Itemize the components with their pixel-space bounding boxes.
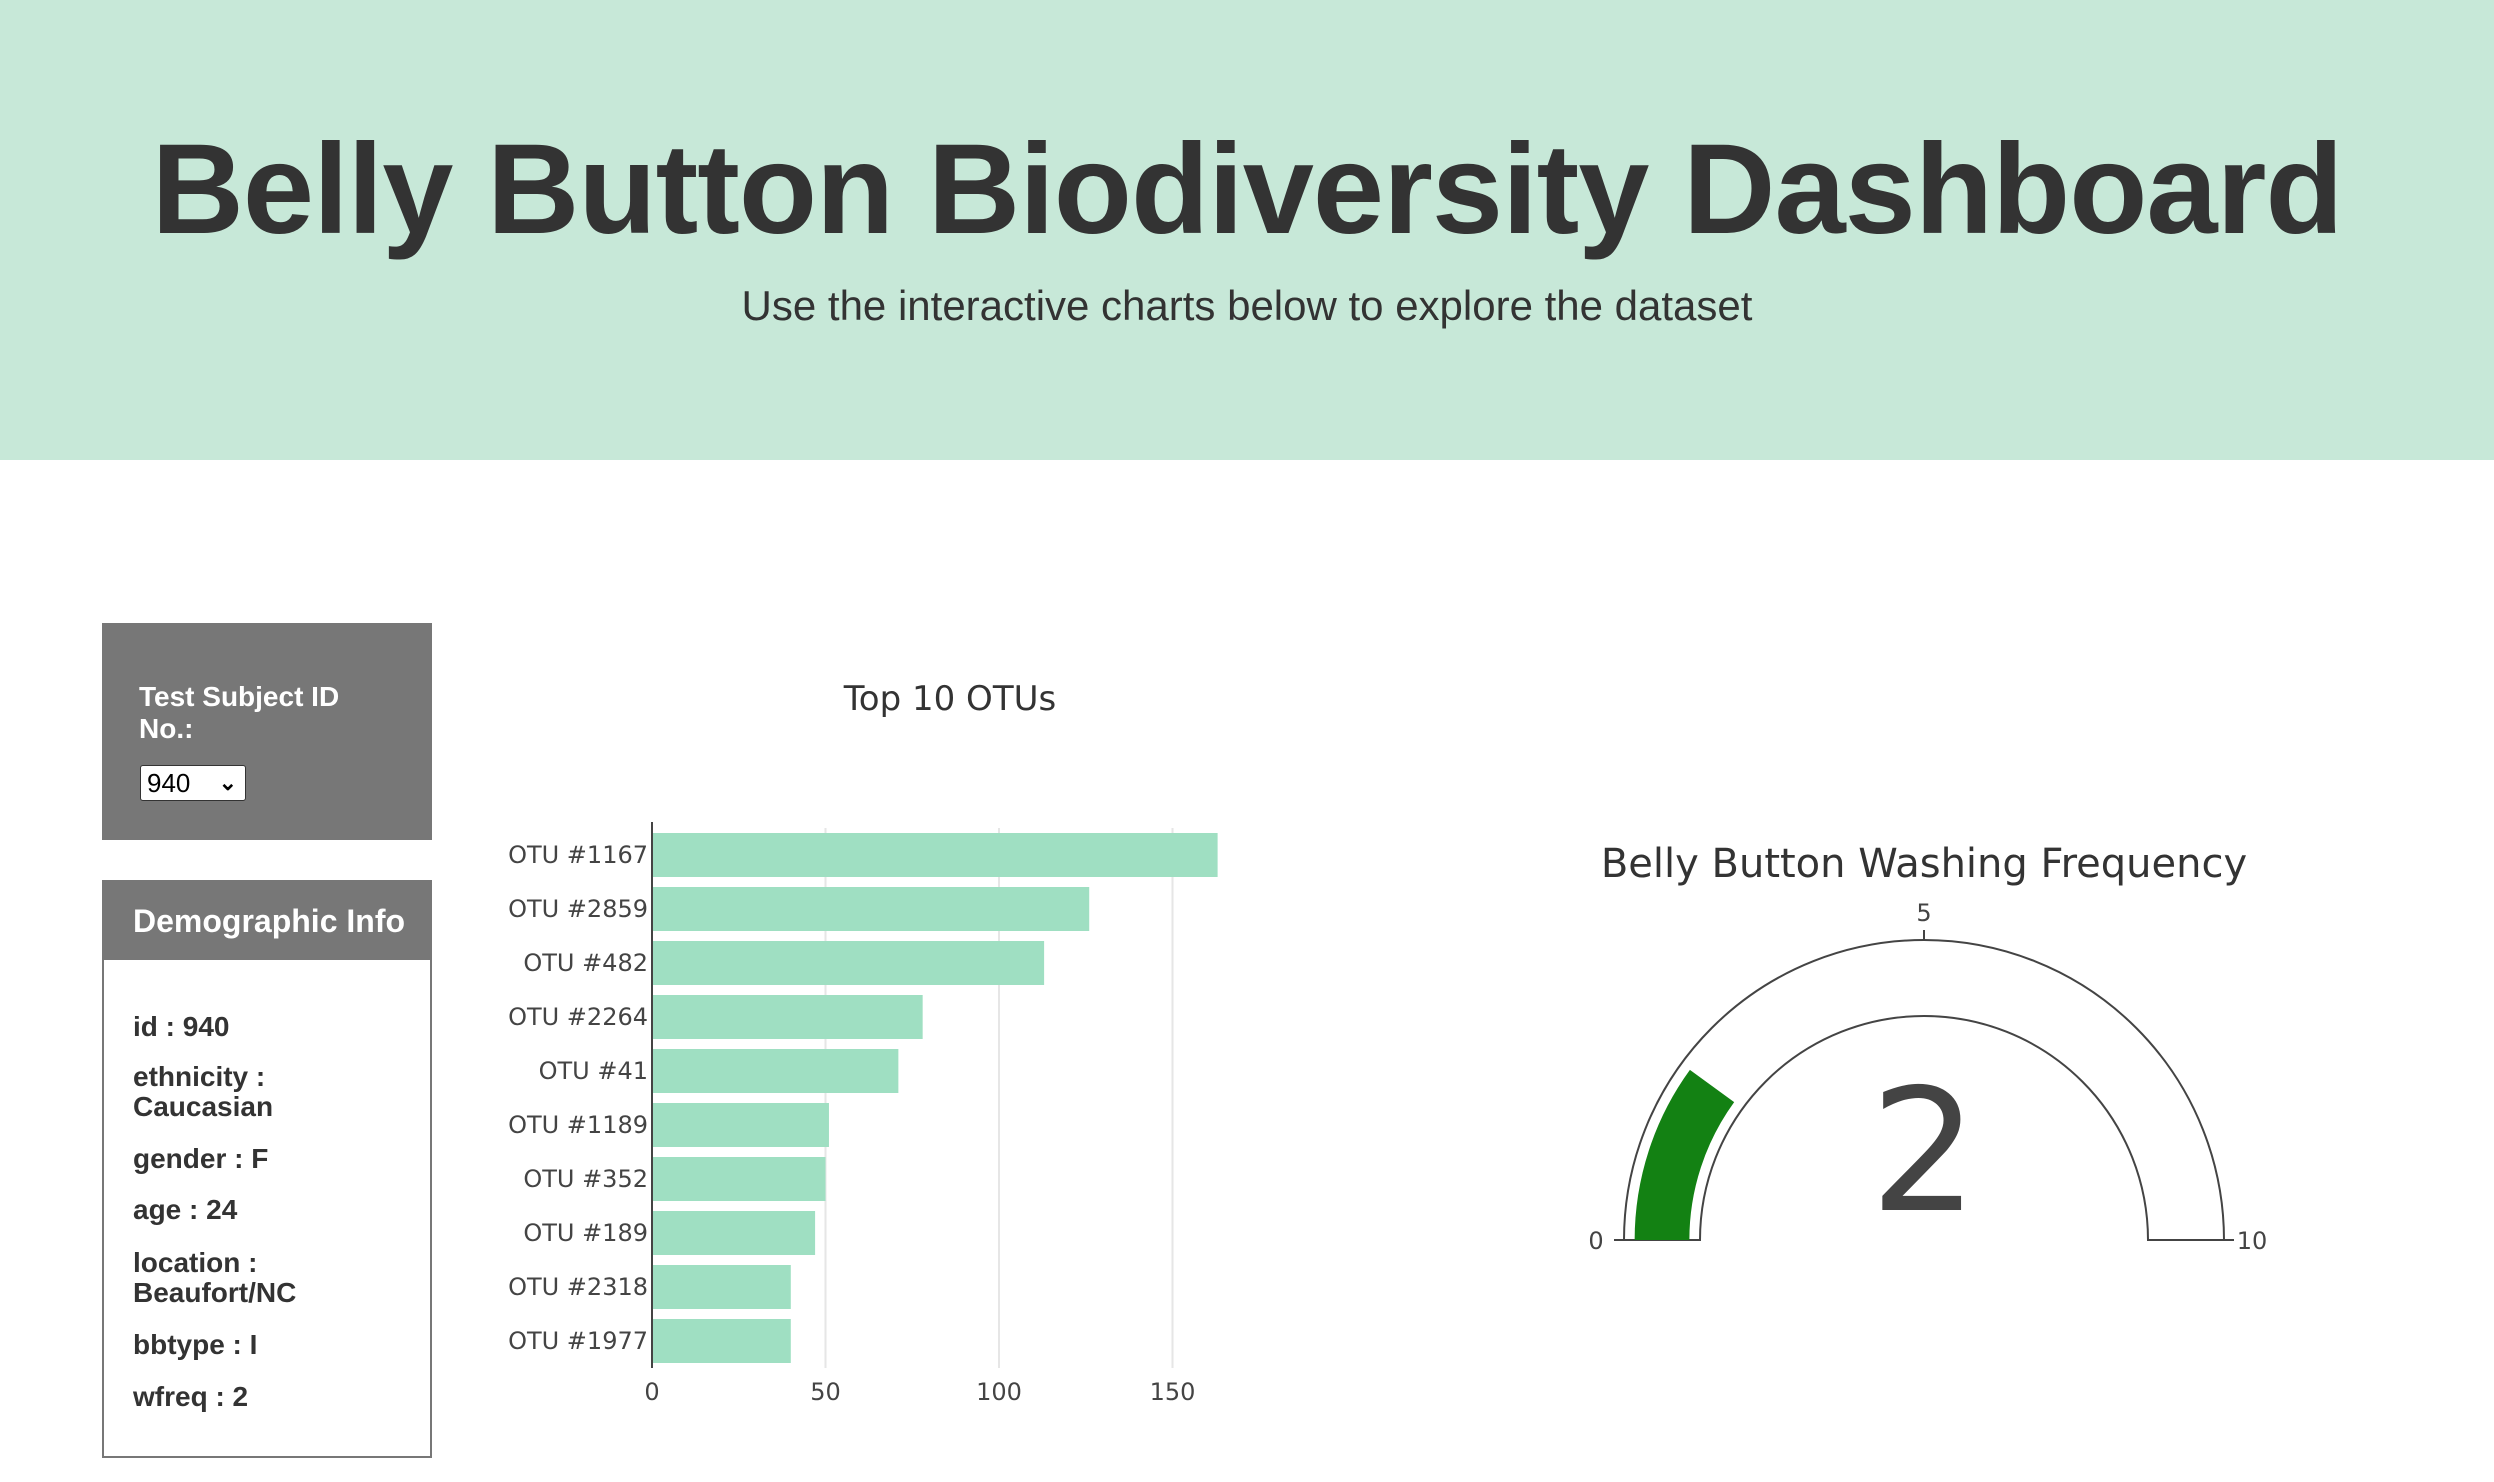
demo-wfreq: wfreq : 2 — [133, 1382, 403, 1412]
page-subtitle: Use the interactive charts below to expl… — [0, 278, 2494, 334]
bar-chart-bar[interactable] — [652, 941, 1044, 985]
gauge-title: Belly Button Washing Frequency — [1601, 841, 2247, 887]
gauge-tick-label: 5 — [1916, 899, 1931, 927]
bar-chart-bar[interactable] — [652, 995, 923, 1039]
demo-ethnicity: ethnicity : Caucasian — [133, 1062, 403, 1122]
bar-chart-y-tick-label: OTU #2264 — [508, 1003, 648, 1031]
washing-frequency-gauge: Belly Button Washing Frequency 0 5 10 2 — [1540, 820, 2340, 1300]
top-otus-bar-chart: Top 10 OTUs OTU #1167 OTU #2859 OTU #482 OT… — [470, 660, 1290, 1410]
subject-select-panel: Test Subject ID No.: 940 ⌄ — [102, 623, 432, 840]
bar-chart-y-tick-label: OTU #352 — [523, 1165, 648, 1193]
bar-chart-y-tick-label: OTU #1977 — [508, 1327, 648, 1355]
gauge-tick-label: 0 — [1588, 1227, 1603, 1255]
bar-chart-x-tick-label: 0 — [644, 1378, 659, 1406]
bar-chart-title: Top 10 OTUs — [843, 679, 1056, 719]
demographic-info-heading: Demographic Info — [104, 882, 430, 960]
bar-chart-y-tick-label: OTU #2859 — [508, 895, 648, 923]
bar-chart-bar[interactable] — [652, 1157, 826, 1201]
bar-chart-bar[interactable] — [652, 833, 1218, 877]
page-title: Belly Button Biodiversity Dashboard — [0, 105, 2494, 275]
bar-chart-bar[interactable] — [652, 1103, 829, 1147]
subject-id-dropdown[interactable]: 940 ⌄ — [140, 765, 246, 801]
gauge-tick-label: 10 — [2237, 1227, 2268, 1255]
demo-location: location : Beaufort/NC — [133, 1248, 403, 1308]
gauge-value-number: 2 — [1870, 1053, 1978, 1251]
bar-chart-bar[interactable] — [652, 1211, 815, 1255]
demo-id: id : 940 — [133, 1012, 403, 1042]
bar-chart-x-tick-label: 50 — [810, 1378, 841, 1406]
demographic-info-panel: Demographic Info id : 940 ethnicity : Ca… — [102, 880, 432, 1458]
chevron-down-icon: ⌄ — [219, 766, 237, 800]
subject-select-label: Test Subject ID No.: — [139, 681, 399, 745]
bar-chart-y-tick-label: OTU #1167 — [508, 841, 648, 869]
bar-chart-bar[interactable] — [652, 1049, 898, 1093]
bar-chart-bar[interactable] — [652, 1319, 791, 1363]
demo-gender: gender : F — [133, 1144, 403, 1174]
bar-chart-y-tick-label: OTU #482 — [523, 949, 648, 977]
bar-chart-y-tick-label: OTU #41 — [539, 1057, 648, 1085]
bar-chart-x-tick-label: 150 — [1150, 1378, 1196, 1406]
demo-age: age : 24 — [133, 1195, 403, 1225]
bar-chart-y-tick-label: OTU #1189 — [508, 1111, 648, 1139]
subject-id-selected-value: 940 — [147, 768, 190, 798]
bar-chart-y-tick-label: OTU #189 — [523, 1219, 648, 1247]
header-banner: Belly Button Biodiversity Dashboard Use … — [0, 0, 2494, 460]
bar-chart-bar[interactable] — [652, 1265, 791, 1309]
bar-chart-bar[interactable] — [652, 887, 1089, 931]
bar-chart-x-tick-label: 100 — [976, 1378, 1022, 1406]
gauge-value-bar — [1635, 1070, 1735, 1240]
demo-bbtype: bbtype : I — [133, 1330, 403, 1360]
bar-chart-y-tick-label: OTU #2318 — [508, 1273, 648, 1301]
